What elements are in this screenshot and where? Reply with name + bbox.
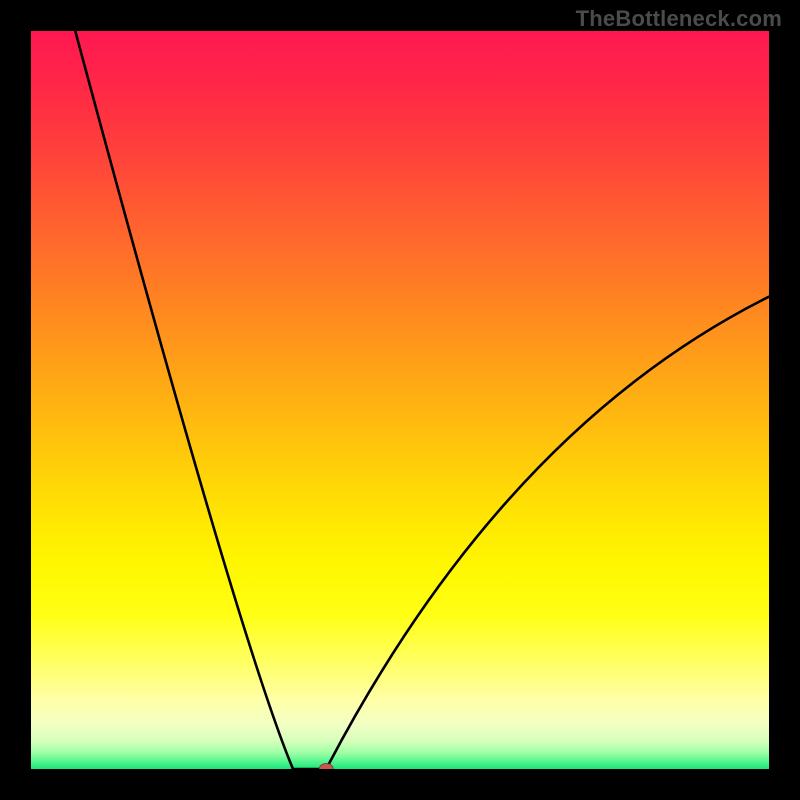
bottleneck-chart (31, 31, 769, 769)
plot-area (31, 31, 769, 769)
chart-background (31, 31, 769, 769)
watermark-text: TheBottleneck.com (576, 6, 782, 32)
chart-frame: TheBottleneck.com (0, 0, 800, 800)
